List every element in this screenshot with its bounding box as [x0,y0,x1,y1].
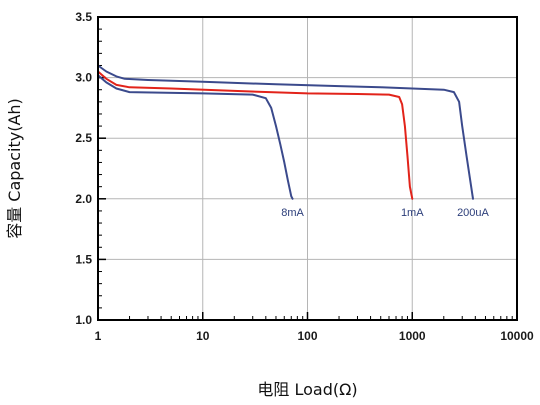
series-line-1mA [97,70,414,200]
y-tick-label: 2.5 [75,131,92,145]
x-axis-ticks: 1 10 100 1000 10000 [95,312,534,343]
y-tick-label: 2.0 [75,192,92,206]
series-group [97,64,474,200]
x-tick-label: 1000 [399,329,426,343]
x-tick-label: 1 [95,329,102,343]
x-tick-label: 10 [196,329,210,343]
grid [98,17,517,320]
y-tick-label: 1.0 [75,313,92,327]
series-label-8mA: 8mA [281,207,304,219]
x-tick-label: 100 [297,329,317,343]
series-label-1mA: 1mA [401,207,424,219]
x-tick-label: 10000 [500,329,534,343]
series-label-200uA: 200uA [457,207,489,219]
series-line-200uA [97,64,474,200]
y-axis-ticks: 1.0 1.5 2.0 2.5 3.0 3.5 [75,10,106,327]
y-tick-label: 3.0 [75,71,92,85]
y-tick-label: 3.5 [75,10,92,24]
x-axis-title: 电阻 Load(Ω) [257,380,357,399]
y-axis-title: 容量 Capacity(Ah) [5,98,24,239]
series-labels: 200uA 1mA 8mA [281,207,489,219]
y-tick-label: 1.5 [75,252,92,266]
plot-frame [97,16,518,321]
series-line-8mA [97,74,294,200]
